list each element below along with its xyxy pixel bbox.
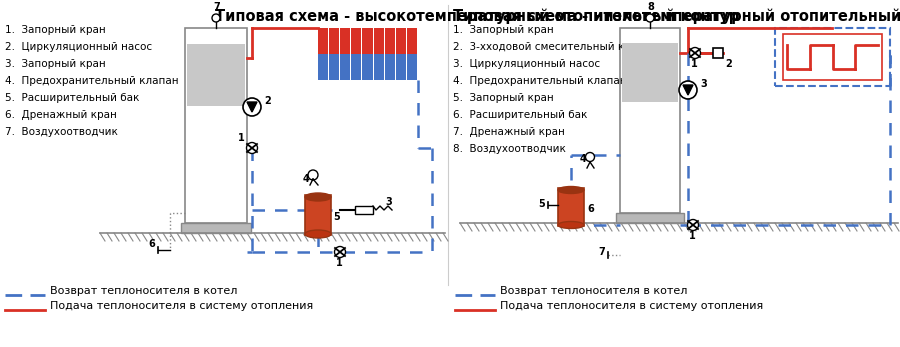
Bar: [622, 43, 678, 102]
Bar: [363, 54, 373, 80]
Bar: [329, 54, 339, 80]
Text: 5.  Расширительный бак: 5. Расширительный бак: [5, 93, 140, 103]
Text: 1.  Запорный кран: 1. Запорный кран: [453, 25, 554, 35]
Text: 4.  Предохранительный клапан: 4. Предохранительный клапан: [5, 76, 178, 86]
Text: 8: 8: [647, 2, 654, 12]
Polygon shape: [247, 102, 257, 112]
Circle shape: [646, 14, 654, 22]
Text: 3: 3: [385, 197, 392, 207]
Circle shape: [679, 81, 697, 99]
Text: 3: 3: [700, 79, 706, 89]
Text: 2.  Циркуляционный насос: 2. Циркуляционный насос: [5, 42, 152, 52]
Bar: [318, 54, 328, 80]
Text: 7: 7: [598, 247, 605, 257]
Bar: [340, 54, 350, 80]
Bar: [181, 223, 251, 233]
Text: Подача теплоносителя в систему отопления: Подача теплоносителя в систему отопления: [500, 301, 763, 311]
Text: 4: 4: [303, 174, 310, 184]
Text: Подача теплоносителя в систему отопления: Подача теплоносителя в систему отопления: [50, 301, 313, 311]
Bar: [187, 44, 245, 105]
Bar: [783, 34, 882, 80]
Text: 8.  Воздухоотводчик: 8. Воздухоотводчик: [453, 144, 566, 154]
Bar: [305, 195, 331, 235]
Text: 2: 2: [264, 96, 271, 106]
Bar: [384, 28, 395, 54]
Bar: [374, 28, 383, 54]
Bar: [407, 54, 417, 80]
Text: 3.  Запорный кран: 3. Запорный кран: [5, 59, 106, 69]
Circle shape: [243, 98, 261, 116]
Text: 1: 1: [691, 59, 698, 69]
Text: 4: 4: [580, 154, 587, 164]
Text: 2: 2: [725, 59, 732, 69]
Text: 1: 1: [336, 258, 343, 268]
Bar: [318, 28, 328, 54]
Text: 1: 1: [689, 231, 696, 241]
Text: 6: 6: [148, 239, 155, 249]
Circle shape: [308, 170, 318, 180]
Bar: [329, 28, 339, 54]
Bar: [374, 54, 383, 80]
Ellipse shape: [305, 193, 331, 201]
Circle shape: [247, 143, 257, 153]
Bar: [558, 188, 584, 226]
Circle shape: [212, 14, 220, 22]
Text: 7.  Воздухоотводчик: 7. Воздухоотводчик: [5, 127, 118, 137]
Text: 6.  Расширительный бак: 6. Расширительный бак: [453, 110, 588, 120]
Text: 4.  Предохранительный клапан: 4. Предохранительный клапан: [453, 76, 626, 86]
Bar: [384, 54, 395, 80]
Bar: [355, 206, 373, 214]
Text: 2.  3-хходовой смесительный клапан: 2. 3-хходовой смесительный клапан: [453, 42, 657, 52]
Text: Типовая схема - высокотемпературный отопительный контур: Типовая схема - высокотемпературный отоп…: [215, 8, 739, 24]
Bar: [396, 54, 406, 80]
Text: 1.  Запорный кран: 1. Запорный кран: [5, 25, 106, 35]
Text: 3.  Циркуляционный насос: 3. Циркуляционный насос: [453, 59, 600, 69]
Text: 1: 1: [238, 133, 245, 143]
Text: 6.  Дренажный кран: 6. Дренажный кран: [5, 110, 117, 120]
Bar: [351, 54, 362, 80]
Bar: [620, 28, 680, 213]
Text: 7.  Дренажный кран: 7. Дренажный кран: [453, 127, 565, 137]
Bar: [363, 28, 373, 54]
Bar: [340, 28, 350, 54]
Text: Возврат теплоносителя в котел: Возврат теплоносителя в котел: [50, 286, 238, 296]
Ellipse shape: [558, 221, 584, 229]
Bar: [351, 28, 362, 54]
Bar: [185, 28, 247, 223]
Ellipse shape: [305, 230, 331, 238]
Text: 5: 5: [333, 212, 340, 222]
Circle shape: [335, 246, 346, 257]
Circle shape: [689, 48, 700, 59]
Circle shape: [688, 220, 698, 230]
Bar: [775, 28, 890, 86]
Text: Типовая схема - низкотемпературный отопительный контур: Типовая схема - низкотемпературный отопи…: [453, 8, 900, 24]
Bar: [616, 213, 684, 223]
Bar: [713, 48, 723, 58]
Polygon shape: [683, 85, 693, 95]
Bar: [407, 28, 417, 54]
Text: Возврат теплоносителя в котел: Возврат теплоносителя в котел: [500, 286, 688, 296]
Circle shape: [586, 152, 595, 161]
Text: 7: 7: [213, 2, 220, 12]
Text: 5: 5: [538, 199, 544, 209]
Bar: [396, 28, 406, 54]
Text: 6: 6: [587, 204, 594, 214]
Ellipse shape: [558, 186, 584, 194]
Text: 5.  Запорный кран: 5. Запорный кран: [453, 93, 554, 103]
